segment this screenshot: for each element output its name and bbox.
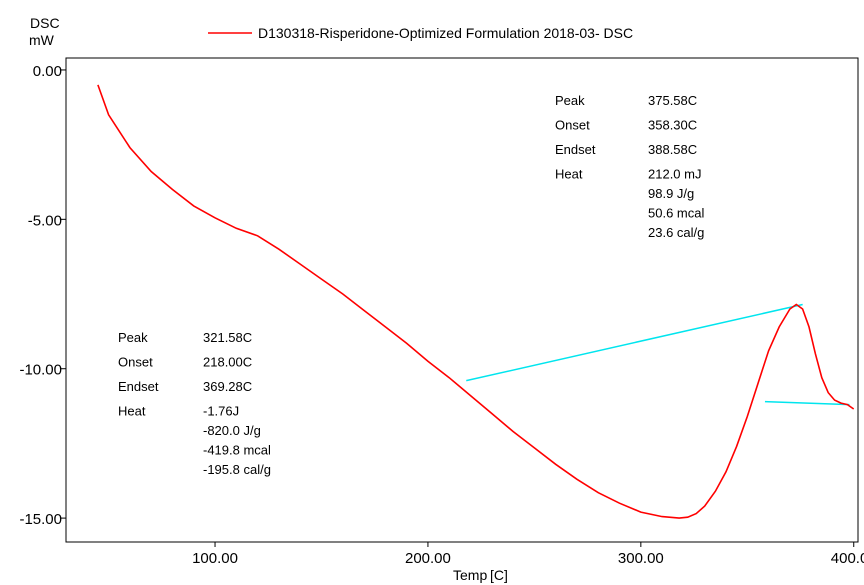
y-axis-unit: mW bbox=[29, 32, 55, 48]
y-tick-label: 0.00 bbox=[33, 63, 62, 80]
annotation-value: 98.9 J/g bbox=[648, 186, 694, 201]
annotation-label: Heat bbox=[118, 404, 146, 419]
annotation-value: 358.30C bbox=[648, 118, 697, 133]
x-tick-label: 300.00 bbox=[618, 550, 664, 567]
y-tick-label: -15.00 bbox=[19, 511, 62, 528]
baseline-line bbox=[764, 400, 850, 406]
plot-area bbox=[65, 57, 859, 543]
series-line bbox=[97, 84, 855, 519]
annotation-value: 218.00C bbox=[203, 355, 252, 370]
annotation-label: Peak bbox=[118, 330, 148, 345]
x-tick-label: 400.00 bbox=[831, 550, 864, 567]
annotation-label: Endset bbox=[118, 379, 159, 394]
annotation-value: 212.0 mJ bbox=[648, 167, 701, 182]
annotation-label: Onset bbox=[118, 355, 153, 370]
x-tick-label: 200.00 bbox=[405, 550, 451, 567]
x-axis-label: Temp bbox=[453, 567, 487, 583]
annotation-value: 23.6 cal/g bbox=[648, 225, 704, 240]
annotation-value: 369.28C bbox=[203, 379, 252, 394]
annotation-value: -820.0 J/g bbox=[203, 423, 261, 438]
x-axis-unit: [C] bbox=[490, 567, 508, 583]
annotation-value: -419.8 mcal bbox=[203, 443, 271, 458]
x-tick-label: 100.00 bbox=[192, 550, 238, 567]
annotation-label: Onset bbox=[555, 118, 590, 133]
annotation-label: Endset bbox=[555, 142, 596, 157]
annotation-label: Heat bbox=[555, 167, 583, 182]
y-tick-label: -10.00 bbox=[19, 362, 62, 379]
annotation-value: -195.8 cal/g bbox=[203, 462, 271, 477]
annotation-value: 321.58C bbox=[203, 330, 252, 345]
annotation-value: 388.58C bbox=[648, 142, 697, 157]
baseline-line bbox=[466, 303, 803, 382]
annotation-label: Peak bbox=[555, 93, 585, 108]
y-axis-label: DSC bbox=[30, 15, 60, 31]
annotation-value: -1.76J bbox=[203, 404, 239, 419]
annotation-value: 375.58C bbox=[648, 93, 697, 108]
y-tick-label: -5.00 bbox=[28, 212, 62, 229]
legend-label: D130318-Risperidone-Optimized Formulatio… bbox=[258, 25, 633, 41]
annotation-value: 50.6 mcal bbox=[648, 206, 704, 221]
